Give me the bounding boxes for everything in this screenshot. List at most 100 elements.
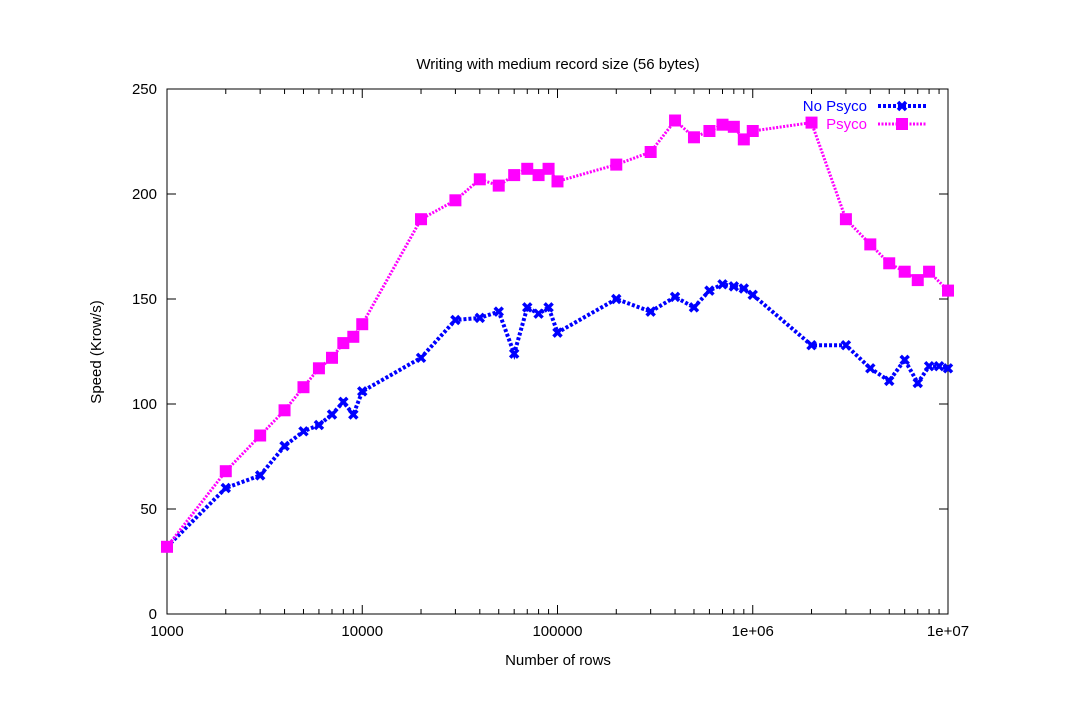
data-point-no-psyco <box>415 352 427 364</box>
data-point-psyco <box>644 146 657 158</box>
data-point-psyco <box>449 194 462 207</box>
marker-stroke <box>896 100 908 112</box>
data-point-psyco <box>542 162 555 175</box>
x-axis-label: Number of rows <box>505 652 611 669</box>
data-point-no-psyco <box>508 348 520 359</box>
data-point-no-psyco <box>899 354 910 366</box>
data-point-no-psyco <box>645 306 656 317</box>
data-point-no-psyco <box>220 482 232 494</box>
data-point-psyco <box>883 257 896 270</box>
data-point-psyco <box>492 179 505 192</box>
y-axis-ticks: 0 50 100 150 200 250 <box>132 81 948 623</box>
marker-stroke <box>899 354 910 366</box>
data-point-psyco <box>746 125 759 137</box>
marker-stroke <box>522 302 533 313</box>
data-point-no-psyco <box>450 314 461 326</box>
data-point-psyco <box>219 465 232 478</box>
marker-stroke <box>508 348 520 359</box>
marker-stroke <box>543 302 554 313</box>
y-tick-label: 50 <box>140 501 157 518</box>
marker-stroke <box>493 306 504 317</box>
data-point-psyco <box>942 284 954 297</box>
marker-stroke <box>313 419 325 431</box>
marker-stroke <box>415 352 427 364</box>
marker-stroke <box>645 306 656 317</box>
marker-stroke <box>738 283 750 294</box>
data-point-no-psyco <box>747 289 758 301</box>
data-point-psyco <box>356 318 369 331</box>
data-point-no-psyco <box>806 339 817 351</box>
marker-stroke <box>552 327 563 338</box>
data-point-no-psyco <box>298 426 309 437</box>
marker-stroke <box>348 409 359 420</box>
data-point-no-psyco <box>326 409 338 420</box>
y-tick-label: 200 <box>132 186 157 203</box>
x-tick-label: 1e+06 <box>732 623 774 640</box>
marker-stroke <box>254 470 266 481</box>
marker-stroke <box>747 289 758 301</box>
data-point-no-psyco <box>474 312 486 324</box>
marker-stroke <box>806 339 817 351</box>
data-point-psyco <box>521 162 534 175</box>
y-tick-label: 0 <box>149 606 157 623</box>
data-point-no-psyco <box>611 293 622 305</box>
marker-stroke <box>450 314 461 326</box>
data-point-no-psyco <box>522 302 533 313</box>
data-point-psyco <box>911 274 924 287</box>
data-point-no-psyco <box>493 306 504 317</box>
data-point-no-psyco <box>840 339 852 351</box>
legend-marker-psyco <box>896 118 908 130</box>
data-point-no-psyco <box>942 363 954 374</box>
marker-stroke <box>912 377 923 389</box>
marker-stroke <box>357 386 368 397</box>
marker-stroke <box>923 360 935 372</box>
data-point-no-psyco <box>543 302 554 313</box>
data-point-psyco <box>703 125 716 137</box>
data-point-no-psyco <box>338 396 349 408</box>
data-point-no-psyco <box>728 281 740 292</box>
data-point-psyco <box>839 213 852 226</box>
data-point-no-psyco <box>865 363 876 374</box>
data-point-psyco <box>415 213 428 226</box>
chart-title: Writing with medium record size (56 byte… <box>416 56 699 73</box>
data-point-psyco <box>923 265 936 278</box>
data-point-no-psyco <box>717 279 728 290</box>
data-point-no-psyco <box>688 302 700 313</box>
marker-stroke <box>704 285 715 296</box>
y-axis-label: Speed (Krow/s) <box>88 300 105 403</box>
marker-stroke <box>338 396 349 408</box>
marker-stroke <box>220 482 232 494</box>
marker-stroke <box>840 339 852 351</box>
x-tick-label: 1000 <box>150 623 183 640</box>
marker-stroke <box>883 375 895 387</box>
data-point-psyco <box>687 131 700 144</box>
data-point-no-psyco <box>279 440 290 452</box>
data-point-psyco <box>297 381 310 394</box>
y-tick-label: 250 <box>132 81 157 98</box>
marker-stroke <box>942 363 954 374</box>
series-no-psyco <box>161 279 954 553</box>
data-point-no-psyco <box>357 386 368 397</box>
data-point-no-psyco <box>348 409 359 420</box>
legend-label-psyco: Psyco <box>826 116 867 133</box>
marker-stroke <box>533 308 544 319</box>
data-point-psyco <box>508 169 521 182</box>
y-tick-label: 150 <box>132 291 157 308</box>
data-point-no-psyco <box>552 327 563 338</box>
data-point-no-psyco <box>313 419 325 431</box>
marker-stroke <box>933 360 945 372</box>
legend-label-no-psyco: No Psyco <box>803 98 867 115</box>
data-point-no-psyco <box>254 470 266 481</box>
y-tick-label: 100 <box>132 396 157 413</box>
data-point-psyco <box>532 169 545 182</box>
x-axis-ticks: 1000 10000 100000 1e+06 1e+07 <box>150 89 969 640</box>
data-point-psyco <box>312 362 325 375</box>
data-point-psyco <box>805 116 818 129</box>
marker-stroke <box>688 302 700 313</box>
data-point-psyco <box>326 351 339 364</box>
data-point-psyco <box>898 265 911 278</box>
series-layer <box>161 114 954 553</box>
data-point-psyco <box>337 337 350 350</box>
